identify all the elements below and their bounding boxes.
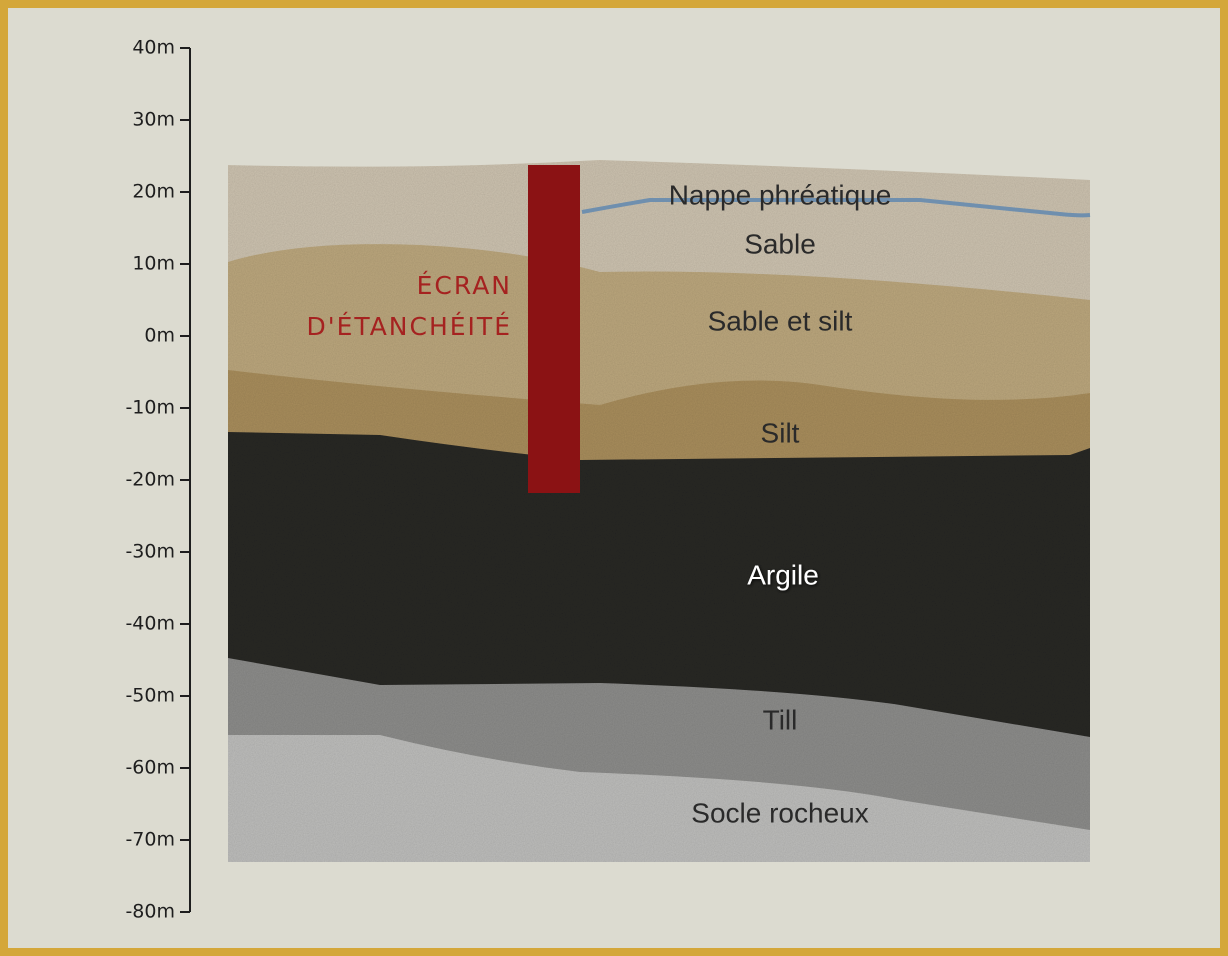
layer-label: Till — [763, 704, 798, 735]
tick-label: -30m — [125, 541, 175, 563]
tick-label: -80m — [125, 901, 175, 923]
tick-label: -10m — [125, 397, 175, 419]
tick-label: -60m — [125, 757, 175, 779]
layer-label: Sable et silt — [708, 305, 853, 336]
layer-label: Socle rocheux — [691, 797, 868, 828]
tick-label: 10m — [132, 253, 175, 275]
layer-label: Silt — [761, 417, 800, 448]
layer-label: Argile — [747, 559, 819, 590]
layers — [228, 160, 1090, 862]
wall-label: D'ÉTANCHÉITÉ — [306, 312, 512, 341]
tick-label: -70m — [125, 829, 175, 851]
layer-label: Sable — [744, 228, 816, 259]
tick-label: -20m — [125, 469, 175, 491]
tick-label: 20m — [132, 181, 175, 203]
tick-label: 0m — [144, 325, 175, 347]
wall-label: ÉCRAN — [417, 271, 512, 300]
water-table-label: Nappe phréatique — [669, 179, 892, 210]
tick-label: -50m — [125, 685, 175, 707]
tick-label: 40m — [132, 37, 175, 59]
cutoff-wall — [528, 165, 580, 493]
tick-label: 30m — [132, 109, 175, 131]
tick-label: -40m — [125, 613, 175, 635]
diagram: 40m 30m 20m 10m 0m -10m -20m -30m -40m -50m -60m -7… — [0, 0, 1228, 956]
